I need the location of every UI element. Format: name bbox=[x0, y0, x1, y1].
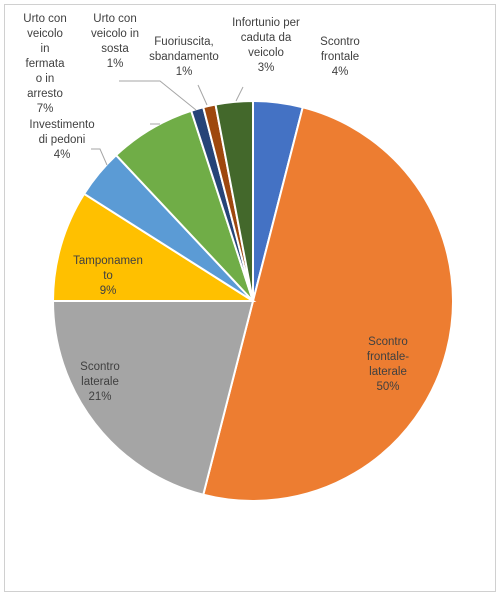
data-label-line: Urto con bbox=[23, 13, 66, 25]
data-label-line: o in bbox=[36, 73, 55, 85]
data-label-line: sbandamento bbox=[149, 51, 219, 63]
leader-line-9 bbox=[235, 86, 244, 102]
data-label-line: frontale- bbox=[367, 351, 409, 363]
data-label-2: Scontro frontale-laterale 50% bbox=[367, 336, 409, 393]
data-label-line: arresto bbox=[27, 88, 63, 100]
data-label-line: 1% bbox=[107, 58, 124, 70]
pie-slice-9 bbox=[214, 99, 254, 302]
data-label-6: Urto con veicolo in fermata o in arresto 7% bbox=[23, 13, 66, 115]
leader-lines bbox=[91, 80, 244, 166]
data-label-5: Investimento di pedoni 4% bbox=[29, 119, 94, 161]
data-label-line: 9% bbox=[100, 285, 117, 297]
leader-line-7 bbox=[119, 80, 197, 111]
leader-line-8 bbox=[197, 84, 208, 106]
data-label-line: Infortunio per bbox=[232, 17, 300, 29]
data-label-line: veicolo bbox=[248, 47, 284, 59]
data-label-line: sosta bbox=[101, 43, 129, 55]
data-label-line: Urto con bbox=[93, 13, 136, 25]
data-label-3: Scontro laterale 21% bbox=[80, 361, 120, 403]
leader-line-5 bbox=[91, 148, 108, 166]
data-label-line: laterale bbox=[81, 376, 119, 388]
data-label-line: 3% bbox=[258, 62, 275, 74]
data-label-4: Tamponamen to 9% bbox=[73, 255, 143, 297]
data-label-line: caduta da bbox=[241, 32, 292, 44]
data-label-line: Scontro bbox=[368, 336, 408, 348]
pie-slice-3 bbox=[51, 300, 255, 496]
data-label-line: 4% bbox=[54, 149, 71, 161]
data-label-9: Infortunio per caduta da veicolo 3% bbox=[232, 17, 300, 74]
data-label-8: Fuoriuscita, sbandamento 1% bbox=[149, 36, 219, 78]
data-label-line: veicolo in bbox=[91, 28, 139, 40]
data-label-line: 4% bbox=[332, 66, 349, 78]
data-label-line: Scontro bbox=[80, 361, 120, 373]
data-label-line: 21% bbox=[88, 391, 111, 403]
pie-slices bbox=[51, 99, 454, 502]
data-label-line: laterale bbox=[369, 366, 407, 378]
data-label-7: Urto con veicolo in sosta 1% bbox=[91, 13, 139, 70]
data-label-line: Tamponamen bbox=[73, 255, 143, 267]
data-label-line: in bbox=[41, 43, 50, 55]
data-label-line: veicolo bbox=[27, 28, 63, 40]
data-label-line: Scontro bbox=[320, 36, 360, 48]
data-label-line: di pedoni bbox=[39, 134, 86, 146]
data-label-line: fermata bbox=[26, 58, 66, 70]
data-label-line: Investimento bbox=[29, 119, 94, 131]
data-label-1: Scontro frontale 4% bbox=[320, 36, 360, 78]
data-label-line: to bbox=[103, 270, 113, 282]
data-label-line: 1% bbox=[176, 66, 193, 78]
pie-slice-2 bbox=[202, 106, 454, 502]
data-label-line: 7% bbox=[37, 103, 54, 115]
pie-slice-4 bbox=[51, 192, 257, 302]
data-labels: Scontro frontale 4% Scontro frontale-lateral… bbox=[23, 13, 409, 403]
data-label-line: frontale bbox=[321, 51, 359, 63]
data-label-line: 50% bbox=[376, 381, 399, 393]
data-label-line: Fuoriuscita, bbox=[154, 36, 213, 48]
